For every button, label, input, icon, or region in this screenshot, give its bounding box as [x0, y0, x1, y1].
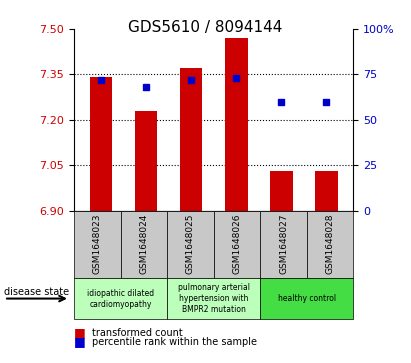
Bar — [225, 38, 247, 211]
Bar — [315, 171, 338, 211]
Bar — [270, 171, 293, 211]
Text: percentile rank within the sample: percentile rank within the sample — [92, 337, 257, 347]
Text: healthy control: healthy control — [278, 294, 336, 303]
Text: transformed count: transformed count — [92, 328, 183, 338]
Text: ■: ■ — [74, 326, 86, 339]
Text: ■: ■ — [74, 335, 86, 348]
Text: pulmonary arterial
hypertension with
BMPR2 mutation: pulmonary arterial hypertension with BMP… — [178, 283, 250, 314]
Bar — [180, 68, 203, 211]
Bar — [90, 77, 112, 211]
Text: GDS5610 / 8094144: GDS5610 / 8094144 — [128, 20, 283, 35]
Text: GSM1648024: GSM1648024 — [139, 214, 148, 274]
Text: GSM1648027: GSM1648027 — [279, 214, 288, 274]
Text: idiopathic dilated
cardiomyopathy: idiopathic dilated cardiomyopathy — [87, 289, 154, 309]
Text: GSM1648025: GSM1648025 — [186, 214, 195, 274]
Text: GSM1648028: GSM1648028 — [326, 214, 335, 274]
Text: disease state: disease state — [4, 287, 69, 297]
Text: GSM1648026: GSM1648026 — [233, 214, 242, 274]
Text: GSM1648023: GSM1648023 — [93, 214, 102, 274]
Bar — [135, 111, 157, 211]
